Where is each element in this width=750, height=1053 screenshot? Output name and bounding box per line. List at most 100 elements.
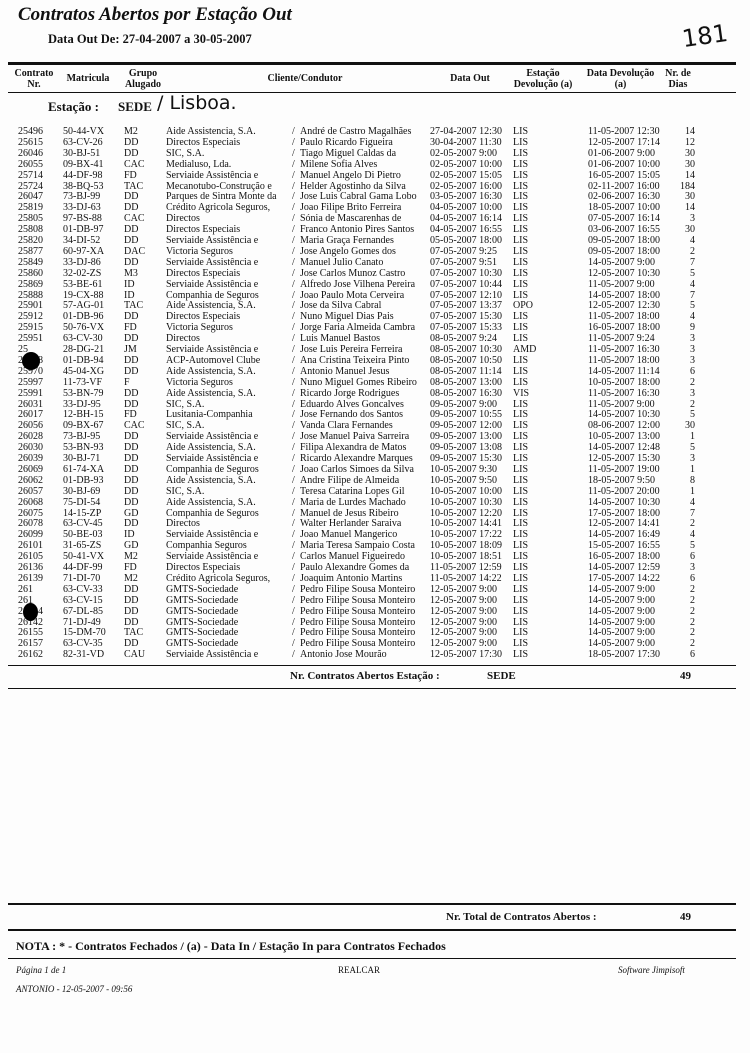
days: 2 bbox=[690, 398, 695, 410]
plate: 44-DF-98 bbox=[63, 169, 103, 181]
client: SIC, S.A. bbox=[166, 420, 205, 432]
group: DD bbox=[124, 387, 139, 399]
return-station: AMD bbox=[513, 344, 537, 355]
col-contrato: Contrato Nr. bbox=[14, 68, 54, 90]
return-station: LIS bbox=[513, 311, 528, 323]
return-date: 11-05-2007 9:00 bbox=[588, 278, 655, 290]
return-date: 11-05-2007 16:30 bbox=[588, 344, 660, 355]
driver: Andre Filipe de Almeida bbox=[300, 474, 400, 486]
table-row: 26068 75-DI-54 DD Aide Assistencia, S.A. / Ma… bbox=[0, 497, 750, 508]
separator: / bbox=[292, 431, 295, 443]
driver: Filipa Alexandra de Matos bbox=[300, 442, 407, 454]
days: 14 bbox=[685, 202, 695, 214]
date-out: 09-05-2007 9:00 bbox=[430, 398, 497, 410]
days: 4 bbox=[690, 529, 695, 541]
client: Serviaide Assistência e bbox=[166, 235, 259, 246]
driver: Pedro Filipe Sousa Monteiro bbox=[300, 583, 416, 595]
page-number: Página 1 de 1 bbox=[16, 965, 67, 975]
client: Serviaide Assistência e bbox=[166, 278, 259, 290]
table-row: 25869 53-BE-61 ID Serviaide Assistência e / A… bbox=[0, 279, 750, 290]
return-station: LIS bbox=[513, 496, 528, 508]
return-station: LIS bbox=[513, 627, 528, 639]
days: 2 bbox=[690, 518, 695, 530]
table-row: 26031 33-DJ-95 DD SIC, S.A. / Eduardo Alves G… bbox=[0, 399, 750, 410]
table-row: 26105 50-41-VX M2 Serviaide Assistência e / C… bbox=[0, 551, 750, 562]
separator: / bbox=[292, 649, 295, 661]
contract-number: 261 bbox=[18, 594, 33, 606]
driver: Joao Manuel Mangerico bbox=[300, 529, 398, 541]
client: Serviaide Assistência e bbox=[166, 256, 259, 268]
return-station: LIS bbox=[513, 376, 528, 388]
group: DD bbox=[124, 311, 139, 323]
return-station: LIS bbox=[513, 289, 528, 301]
client: Directos bbox=[166, 213, 200, 225]
group: CAC bbox=[124, 213, 145, 225]
contract-number: 25901 bbox=[18, 300, 43, 312]
client: SIC, S.A. bbox=[166, 147, 205, 159]
days: 30 bbox=[685, 191, 695, 203]
days: 2 bbox=[690, 594, 695, 606]
plate: 01-DB-97 bbox=[63, 224, 104, 236]
contract-number: 25888 bbox=[18, 289, 43, 301]
days: 4 bbox=[690, 235, 695, 246]
plate: 50-BE-03 bbox=[63, 529, 103, 541]
days: 2 bbox=[690, 376, 695, 388]
driver: Tiago Miguel Caldas da bbox=[300, 147, 397, 159]
contract-number: 26157 bbox=[18, 638, 43, 650]
return-station: LIS bbox=[513, 594, 528, 606]
days: 8 bbox=[690, 474, 695, 486]
separator: / bbox=[292, 278, 295, 290]
group: DD bbox=[124, 256, 139, 268]
group: DD bbox=[124, 442, 139, 454]
client: Serviaide Assistência e bbox=[166, 344, 259, 355]
table-row: 26142 71-DJ-49 DD GMTS-Sociedade / Pedro Fili… bbox=[0, 617, 750, 628]
client: GMTS-Sociedade bbox=[166, 605, 239, 617]
date-out: 08-05-2007 9:24 bbox=[430, 333, 497, 345]
contract-number: 26099 bbox=[18, 529, 43, 541]
driver: Maria de Lurdes Machado bbox=[300, 496, 406, 508]
return-date: 01-06-2007 10:00 bbox=[588, 158, 660, 170]
driver: Eduardo Alves Goncalves bbox=[300, 398, 404, 410]
group: M2 bbox=[124, 126, 138, 137]
return-station: LIS bbox=[513, 474, 528, 486]
table-row: 26047 73-BJ-99 DD Parques de Sintra Monte d… bbox=[0, 191, 750, 202]
separator: / bbox=[292, 529, 295, 541]
group: DD bbox=[124, 354, 139, 366]
driver: Jorge Faria Almeida Cambra bbox=[300, 322, 416, 334]
contract-number: 26105 bbox=[18, 551, 43, 563]
group: DD bbox=[124, 235, 139, 246]
driver: Luis Manuel Bastos bbox=[300, 333, 380, 345]
table-row: 25901 57-AG-01 TAC Aide Assistencia, S.A. / J… bbox=[0, 300, 750, 311]
days: 14 bbox=[685, 126, 695, 137]
driver: Manuel de Jesus Ribeiro bbox=[300, 507, 399, 519]
return-station: OPO bbox=[513, 300, 534, 312]
table-row: 26099 50-BE-03 ID Serviaide Assistência e / J… bbox=[0, 529, 750, 540]
separator: / bbox=[292, 289, 295, 301]
days: 5 bbox=[690, 442, 695, 454]
table-row: 25877 60-97-XA DAC Victoria Seguros / Jose An… bbox=[0, 246, 750, 257]
return-station: LIS bbox=[513, 256, 528, 268]
group: TAC bbox=[124, 180, 144, 192]
days: 2 bbox=[690, 638, 695, 650]
plate: 30-BJ-69 bbox=[63, 485, 101, 497]
return-station: LIS bbox=[513, 562, 528, 573]
return-station: LIS bbox=[513, 158, 528, 170]
return-date: 14-05-2007 12:59 bbox=[588, 562, 660, 573]
plate: 63-CV-45 bbox=[63, 518, 103, 530]
return-date: 10-05-2007 18:00 bbox=[588, 376, 660, 388]
footer-rule bbox=[8, 958, 736, 959]
return-date: 15-05-2007 16:55 bbox=[588, 540, 660, 552]
group: DD bbox=[124, 583, 139, 595]
separator: / bbox=[292, 224, 295, 236]
group: DD bbox=[124, 485, 139, 497]
return-date: 12-05-2007 10:30 bbox=[588, 267, 660, 279]
driver: Pedro Filipe Sousa Monteiro bbox=[300, 616, 416, 628]
date-out: 10-05-2007 10:30 bbox=[430, 496, 502, 508]
client: Companhia de Seguros bbox=[166, 289, 259, 301]
days: 5 bbox=[690, 540, 695, 552]
plate: 67-DL-85 bbox=[63, 605, 103, 617]
client: Aide Assistencia, S.A. bbox=[166, 126, 256, 137]
table-row: 25714 44-DF-98 FD Serviaide Assistência e / M… bbox=[0, 170, 750, 181]
contract-number: 26028 bbox=[18, 431, 43, 443]
return-date: 12-05-2007 14:41 bbox=[588, 518, 660, 530]
